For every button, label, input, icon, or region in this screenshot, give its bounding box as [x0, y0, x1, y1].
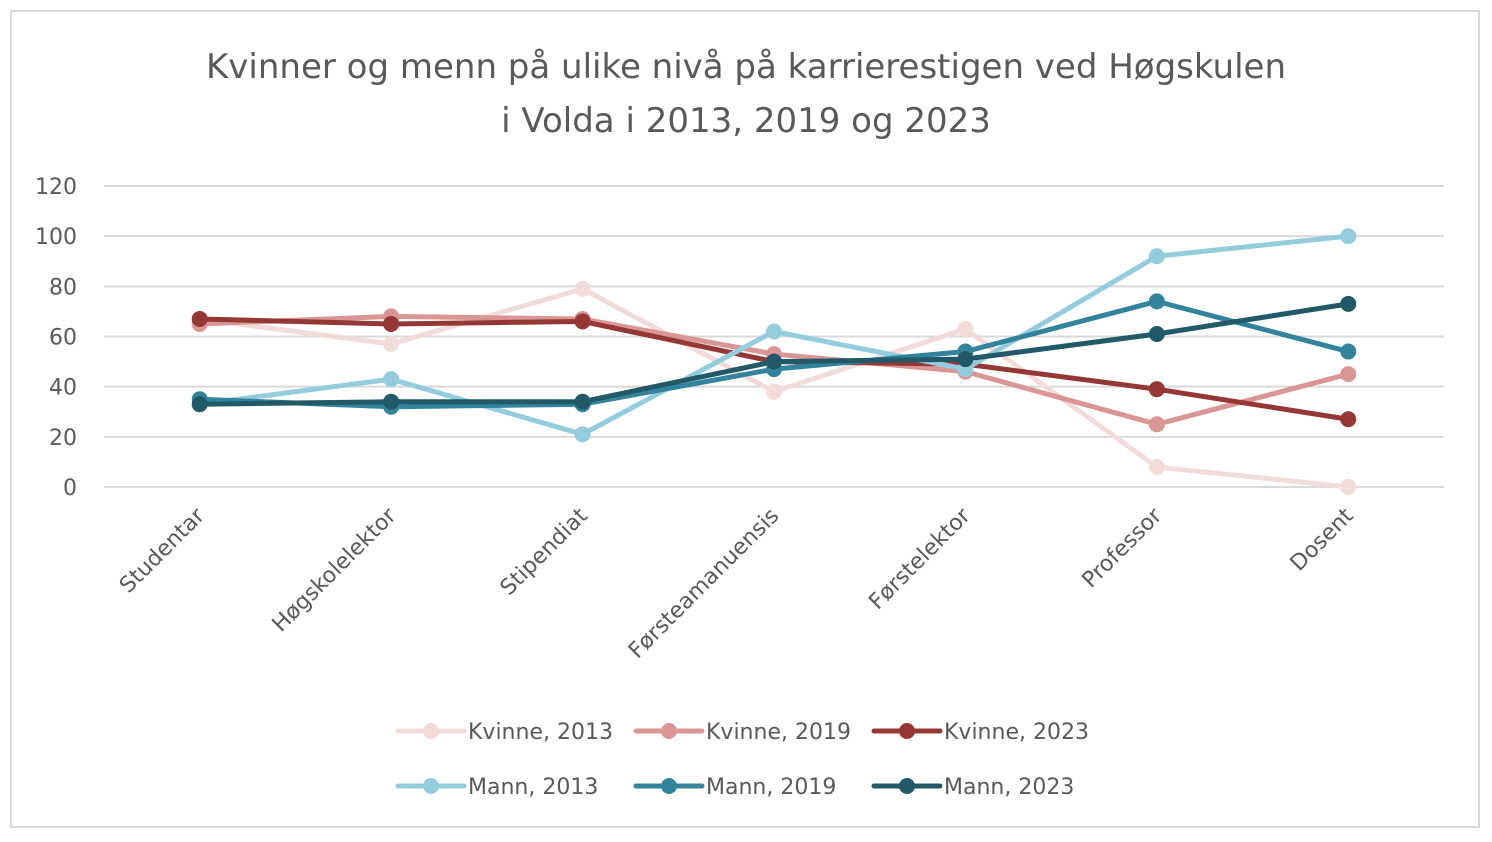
legend: Kvinne, 2013 Kvinne, 2019 Kvinne, 2023 Mann… [395, 720, 1089, 800]
data-point [766, 383, 782, 400]
series-3 [191, 228, 1357, 443]
legend-marker [423, 723, 439, 739]
series-0 [191, 280, 1357, 495]
legend-item: Kvinne, 2013 [395, 720, 613, 745]
data-point [1340, 343, 1357, 360]
data-point [1340, 366, 1357, 383]
chart-title: Kvinner og menn på ulike nivå på karrier… [0, 40, 1492, 148]
data-point [383, 393, 400, 410]
data-point [383, 315, 400, 332]
data-point [1340, 295, 1357, 312]
legend-marker [423, 778, 439, 794]
data-point [957, 320, 974, 337]
y-tick-label: 20 [49, 426, 77, 451]
chart-frame [10, 10, 1480, 828]
data-point [1340, 228, 1357, 245]
legend-label: Kvinne, 2019 [706, 720, 851, 745]
data-point [574, 280, 591, 297]
y-tick-label: 120 [35, 175, 77, 200]
legend-item: Mann, 2019 [633, 775, 836, 800]
data-point [1340, 479, 1357, 495]
chart-title-line-2: i Volda i 2013, 2019 og 2023 [501, 101, 991, 141]
legend-label: Mann, 2023 [944, 775, 1074, 800]
legend-marker [899, 723, 915, 739]
legend-marker [661, 778, 677, 794]
y-axis-ticks: 0 20 40 60 80 100 120 [35, 175, 77, 501]
data-point [191, 396, 208, 413]
data-point [383, 336, 400, 353]
data-point [766, 323, 782, 340]
data-point [1148, 293, 1165, 310]
data-point [574, 393, 591, 410]
legend-item: Kvinne, 2023 [871, 720, 1089, 745]
x-tick-label: Førstelektor [864, 503, 976, 615]
data-point [383, 371, 400, 388]
chart-title-line-1: Kvinner og menn på ulike nivå på karrier… [206, 47, 1286, 87]
x-tick-label: Førsteamanuensis [624, 504, 784, 664]
legend-marker [899, 778, 915, 794]
legend-marker [661, 723, 677, 739]
data-point [1148, 416, 1165, 433]
legend-item: Mann, 2013 [395, 775, 598, 800]
series-lines [191, 228, 1357, 495]
x-tick-label: Stipendiat [496, 503, 593, 600]
y-tick-label: 40 [49, 376, 77, 401]
y-tick-label: 60 [49, 326, 77, 351]
data-point [191, 310, 208, 327]
x-tick-label: Professor [1078, 503, 1168, 593]
x-tick-label: Dosent [1286, 503, 1359, 576]
series-5 [191, 295, 1357, 413]
legend-label: Mann, 2013 [468, 775, 598, 800]
data-point [1148, 458, 1165, 475]
x-tick-label: Høgskolelektor [268, 503, 402, 637]
data-point [574, 313, 591, 330]
data-point [957, 351, 974, 368]
data-point [1148, 381, 1165, 398]
data-point [1340, 411, 1357, 428]
x-axis-ticks: Studentar Høgskolelektor Stipendiat Førstea… [115, 503, 1359, 664]
y-tick-label: 0 [63, 476, 77, 501]
legend-item: Mann, 2023 [871, 775, 1074, 800]
x-tick-label: Studentar [115, 503, 211, 599]
data-point [1148, 325, 1165, 342]
legend-label: Kvinne, 2023 [944, 720, 1089, 745]
data-point [574, 426, 591, 443]
legend-label: Kvinne, 2013 [468, 720, 613, 745]
data-point [1148, 248, 1165, 265]
y-tick-label: 80 [49, 275, 77, 300]
data-point [766, 353, 782, 370]
legend-label: Mann, 2019 [706, 775, 836, 800]
y-tick-label: 100 [35, 225, 77, 250]
legend-item: Kvinne, 2019 [633, 720, 851, 745]
